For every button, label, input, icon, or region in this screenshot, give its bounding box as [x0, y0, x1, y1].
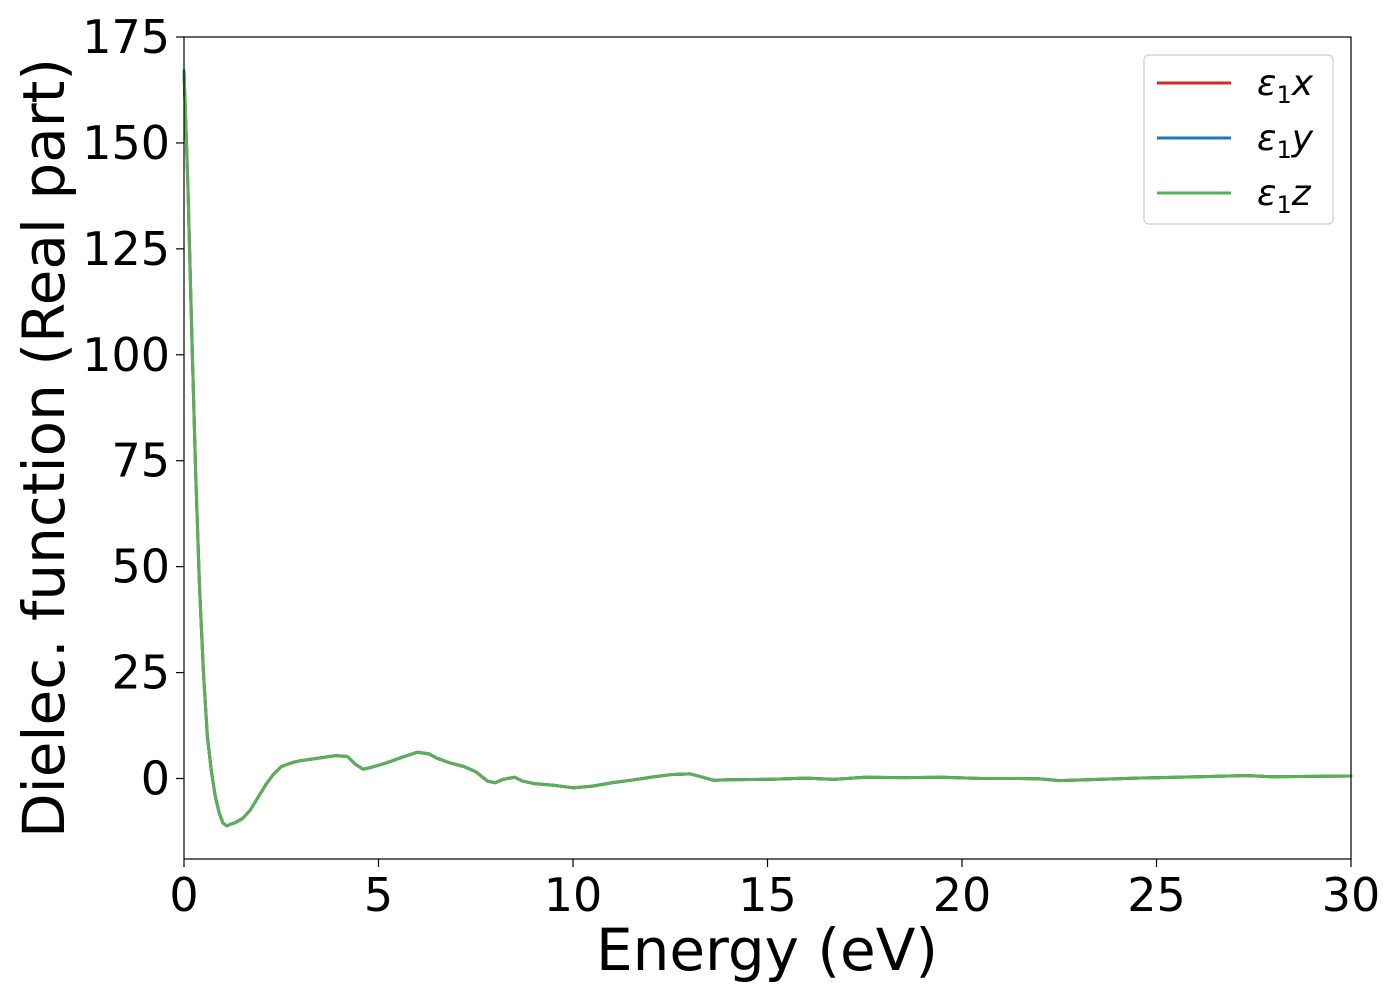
y-tick-label: 150: [82, 116, 170, 170]
series-line-z: [182, 69, 1353, 828]
legend-label-base: ε: [1257, 173, 1276, 214]
legend-label-subscript: 1: [1276, 136, 1291, 164]
y-tick-label: 50: [111, 540, 170, 594]
y-tick-label: 75: [111, 434, 170, 488]
x-tick-label: 5: [364, 868, 393, 922]
legend-label-base: ε: [1257, 63, 1276, 104]
x-tick-label: 20: [933, 868, 992, 922]
legend-box: [1143, 54, 1334, 225]
x-tick-label: 10: [544, 868, 603, 922]
legend-label-subscript: 1: [1276, 191, 1291, 219]
x-tick-label: 30: [1322, 868, 1381, 922]
x-axis-title: Energy (eV): [596, 916, 938, 984]
y-tick-label: 100: [82, 328, 170, 382]
legend-label-base: ε: [1257, 118, 1276, 159]
legend-label-variable: z: [1291, 173, 1312, 214]
plot-series: [182, 69, 1353, 828]
y-axis-ticks: 0 25 50 75 100 125 150 175: [82, 10, 184, 805]
legend-label-variable: x: [1291, 63, 1314, 104]
legend-label-z: ε1z: [1257, 173, 1312, 219]
y-tick-label: 175: [82, 10, 170, 64]
legend-label-variable: y: [1291, 118, 1314, 159]
y-tick-label: 0: [141, 751, 170, 805]
x-tick-label: 0: [169, 868, 198, 922]
legend-label-y: ε1y: [1257, 118, 1314, 164]
legend-label-x: ε1x: [1257, 63, 1314, 109]
x-tick-label: 25: [1127, 868, 1186, 922]
y-tick-label: 25: [111, 646, 170, 700]
x-axis-ticks: 0 5 10 15 20 25 30: [169, 859, 1380, 922]
legend-label-subscript: 1: [1276, 81, 1291, 109]
x-tick-label: 15: [738, 868, 797, 922]
y-tick-label: 125: [82, 222, 170, 276]
y-axis-title: Dielec. function (Real part): [10, 58, 78, 838]
